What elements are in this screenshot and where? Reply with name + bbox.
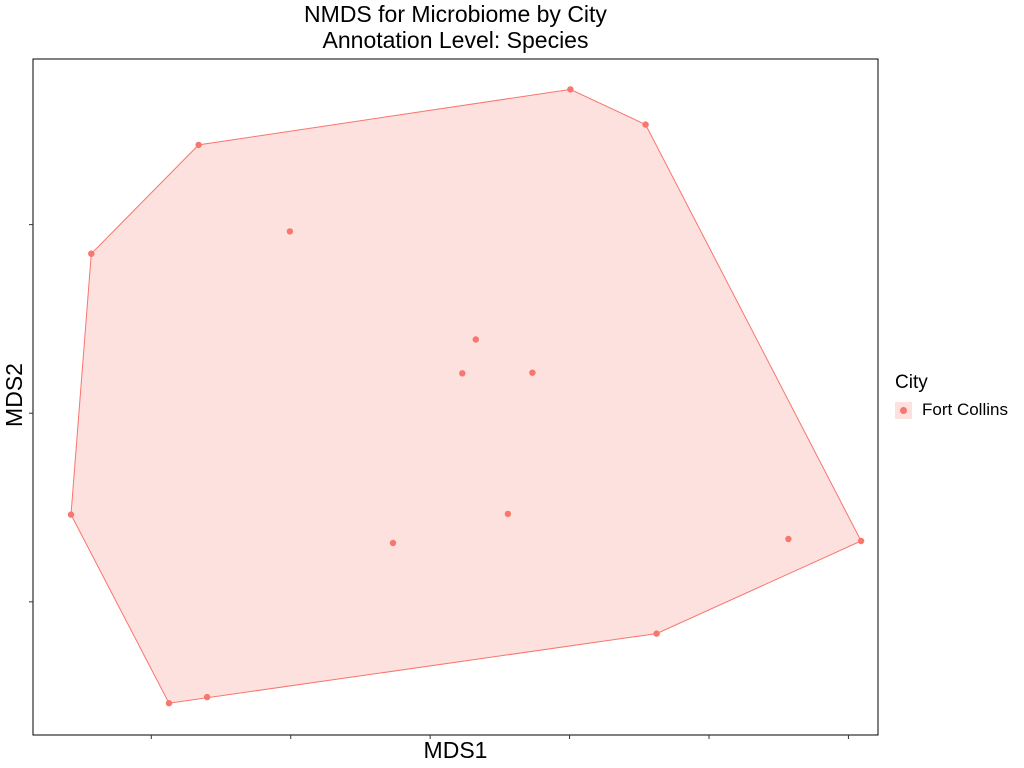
data-point [67, 511, 75, 518]
data-point [165, 700, 173, 707]
data-point [857, 537, 865, 545]
legend-item-fort-collins: Fort Collins [895, 398, 1008, 422]
legend-dot-icon [900, 406, 907, 414]
x-axis-label: MDS1 [423, 737, 488, 763]
data-point [529, 369, 536, 376]
chart-subtitle: Annotation Level: Species [322, 27, 589, 53]
data-point [472, 336, 479, 343]
data-point [785, 535, 792, 543]
data-point [653, 630, 660, 637]
hull-fort-collins [70, 88, 862, 704]
legend: City Fort Collins [895, 371, 1008, 422]
data-point [504, 510, 512, 518]
legend-title: City [895, 372, 928, 393]
data-point [195, 141, 202, 149]
data-point [203, 693, 211, 701]
data-point [642, 121, 649, 128]
data-point [459, 370, 466, 377]
legend-key [895, 401, 912, 419]
data-point [286, 228, 294, 235]
chart-title: NMDS for Microbiome by City [304, 1, 607, 27]
plot-frame [32, 58, 879, 736]
data-point [389, 539, 397, 547]
y-axis-label: MDS2 [1, 363, 27, 427]
legend-label: Fort Collins [922, 400, 1008, 419]
data-point [88, 250, 95, 257]
data-point [567, 86, 574, 93]
